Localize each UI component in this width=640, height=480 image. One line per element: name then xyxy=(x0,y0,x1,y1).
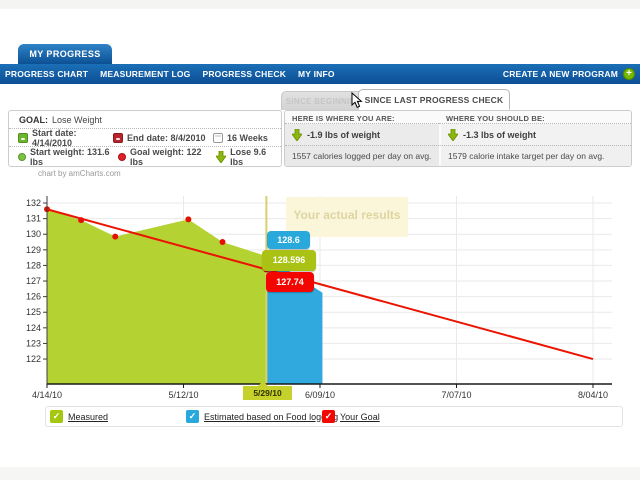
svg-text:125: 125 xyxy=(26,307,41,317)
nav-progress-check[interactable]: PROGRESS CHECK xyxy=(202,69,287,79)
goal-value: Lose Weight xyxy=(52,114,102,125)
stats-grid: HERE IS WHERE YOU ARE: WHERE YOU SHOULD … xyxy=(285,111,631,166)
svg-text:8/04/10: 8/04/10 xyxy=(578,390,608,400)
mouse-pointer-icon xyxy=(351,92,363,108)
tab-since-last-progress-check[interactable]: SINCE LAST PROGRESS CHECK xyxy=(358,89,510,110)
cursor-date-label: 5/29/10 xyxy=(253,388,282,398)
measured-value-bubble: 128.596 xyxy=(262,250,316,271)
legend-item-your-goal[interactable]: ✓ Your Goal xyxy=(322,410,380,423)
legend-item-measured[interactable]: ✓ Measured xyxy=(50,410,108,423)
stats-panel: HERE IS WHERE YOU ARE: WHERE YOU SHOULD … xyxy=(284,110,632,167)
svg-text:4/14/10: 4/14/10 xyxy=(32,390,62,400)
tab-my-progress[interactable]: MY PROGRESS xyxy=(18,44,112,64)
nav-items: PROGRESS CHART MEASUREMENT LOG PROGRESS … xyxy=(0,69,503,79)
start-weight: Start weight: 131.6 lbs xyxy=(18,147,118,167)
should-title: WHERE YOU SHOULD BE: xyxy=(439,111,631,124)
svg-text:132: 132 xyxy=(26,198,41,208)
green-dot-icon xyxy=(18,152,26,161)
arrow-down-icon xyxy=(216,150,227,163)
legend-label[interactable]: Measured xyxy=(68,411,109,422)
goal-value-bubble: 127.74 xyxy=(266,272,314,292)
arrow-down-icon xyxy=(448,128,458,141)
svg-text:5/12/10: 5/12/10 xyxy=(168,390,198,400)
create-program-label[interactable]: CREATE A NEW PROGRAM xyxy=(502,69,618,79)
page-bottom-band xyxy=(0,467,640,480)
calendar-green-icon xyxy=(18,132,28,143)
amcharts-credit: chart by amCharts.com xyxy=(38,169,121,178)
svg-text:123: 123 xyxy=(26,338,41,348)
duration: 16 Weeks xyxy=(213,132,268,143)
nav-progress-chart[interactable]: PROGRESS CHART xyxy=(5,69,89,79)
chart-tooltip: Your actual results xyxy=(286,197,408,237)
nav-my-info[interactable]: MY INFO xyxy=(298,69,335,79)
svg-text:130: 130 xyxy=(26,229,41,239)
create-program-link[interactable]: CREATE A NEW PROGRAM + xyxy=(503,68,640,80)
nav-measurement-log[interactable]: MEASUREMENT LOG xyxy=(100,69,191,79)
page-top-band xyxy=(0,0,640,9)
svg-text:124: 124 xyxy=(26,323,41,333)
goal-weight: Goal weight: 122 lbs xyxy=(118,147,216,167)
plus-circle-icon: + xyxy=(623,68,635,80)
should-calories: 1579 calorie intake target per day on av… xyxy=(439,145,631,166)
svg-text:122: 122 xyxy=(26,354,41,364)
estimated-value-bubble: 128.6 xyxy=(267,231,310,249)
red-dot-icon xyxy=(118,152,127,161)
checkbox-blue-icon[interactable]: ✓ xyxy=(186,410,199,423)
start-date: Start date: 4/14/2010 xyxy=(18,128,113,148)
weights-row: Start weight: 131.6 lbs Goal weight: 122… xyxy=(9,147,281,167)
goal-label: GOAL: xyxy=(19,114,48,125)
chart-legend: ✓ Measured ✓ Estimated based on Food log… xyxy=(45,406,623,427)
checkbox-red-icon[interactable]: ✓ xyxy=(322,410,335,423)
here-calories: 1557 calories logged per day on avg. xyxy=(285,145,439,166)
cursor-date-balloon: 5/29/10 xyxy=(243,381,292,400)
calendar-red-icon xyxy=(113,132,123,143)
arrow-down-icon xyxy=(292,128,302,141)
legend-label[interactable]: Your Goal xyxy=(340,411,380,422)
should-weight: -1.3 lbs of weight xyxy=(439,124,631,145)
dates-row: Start date: 4/14/2010 End date: 8/4/2010… xyxy=(9,128,281,148)
svg-text:131: 131 xyxy=(26,214,41,224)
calendar-blank-icon xyxy=(213,132,223,143)
legend-label[interactable]: Estimated based on Food logging xyxy=(204,411,339,422)
goal-panel: GOAL: Lose Weight Start date: 4/14/2010 … xyxy=(8,110,282,167)
main-nav: PROGRESS CHART MEASUREMENT LOG PROGRESS … xyxy=(0,64,640,84)
legend-item-estimated[interactable]: ✓ Estimated based on Food logging xyxy=(186,410,338,423)
svg-text:126: 126 xyxy=(26,292,41,302)
svg-text:7/07/10: 7/07/10 xyxy=(441,390,471,400)
svg-text:127: 127 xyxy=(26,276,41,286)
checkbox-green-icon[interactable]: ✓ xyxy=(50,410,63,423)
here-weight: -1.9 lbs of weight xyxy=(285,124,439,145)
svg-text:6/09/10: 6/09/10 xyxy=(305,390,335,400)
here-title: HERE IS WHERE YOU ARE: xyxy=(285,111,439,124)
svg-text:129: 129 xyxy=(26,245,41,255)
lose-amount: Lose 9.6 lbs xyxy=(216,147,281,167)
svg-text:128: 128 xyxy=(26,260,41,270)
goal-row: GOAL: Lose Weight xyxy=(9,111,281,129)
end-date: End date: 8/4/2010 xyxy=(113,132,213,143)
balloon-triangle-icon xyxy=(258,381,268,386)
